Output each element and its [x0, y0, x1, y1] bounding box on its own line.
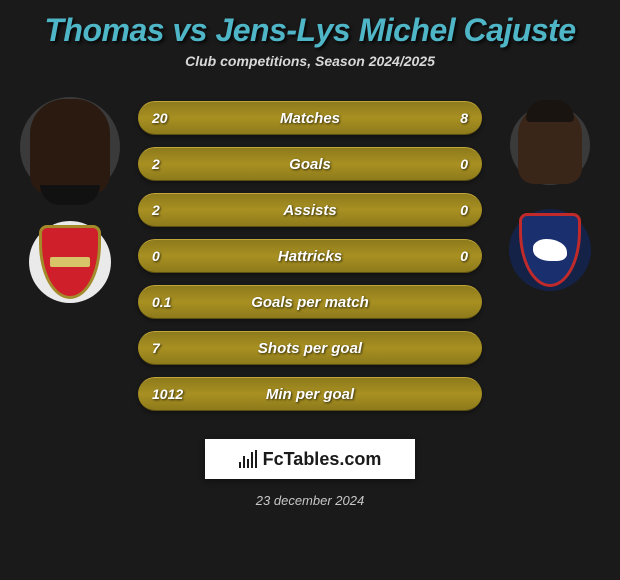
comparison-title: Thomas vs Jens-Lys Michel Cajuste	[0, 0, 620, 53]
player2-club-crest	[509, 209, 591, 291]
brand-badge: FcTables.com	[205, 439, 415, 479]
title-player1: Thomas	[44, 12, 164, 48]
stat-value-left: 7	[152, 340, 202, 356]
stat-value-left: 2	[152, 156, 202, 172]
stat-value-left: 0.1	[152, 294, 202, 310]
stat-pill: 7Shots per goal	[138, 331, 482, 365]
stat-pill: 20Matches8	[138, 101, 482, 135]
player2-avatar	[510, 105, 590, 185]
stat-label: Goals per match	[202, 294, 418, 311]
title-vs: vs	[172, 12, 207, 48]
brand-bars-icon	[239, 450, 257, 468]
stat-label: Hattricks	[202, 248, 418, 265]
stat-value-left: 0	[152, 248, 202, 264]
stat-label: Assists	[202, 202, 418, 219]
stat-label: Shots per goal	[202, 340, 418, 357]
stat-label: Goals	[202, 156, 418, 173]
stat-value-right: 0	[418, 248, 468, 264]
stat-value-right: 0	[418, 156, 468, 172]
stat-value-right: 8	[418, 110, 468, 126]
stat-pill: 2Goals0	[138, 147, 482, 181]
brand-text: FcTables.com	[263, 449, 382, 470]
stat-value-left: 2	[152, 202, 202, 218]
subtitle: Club competitions, Season 2024/2025	[0, 53, 620, 69]
stat-pill: 2Assists0	[138, 193, 482, 227]
title-player2: Jens-Lys Michel Cajuste	[215, 12, 575, 48]
stat-label: Matches	[202, 110, 418, 127]
right-side	[500, 97, 600, 291]
stat-pill: 0Hattricks0	[138, 239, 482, 273]
comparison-layout: 20Matches82Goals02Assists00Hattricks00.1…	[0, 97, 620, 411]
stat-label: Min per goal	[202, 386, 418, 403]
stat-pill: 0.1Goals per match	[138, 285, 482, 319]
date-text: 23 december 2024	[0, 493, 620, 508]
stat-pill-stack: 20Matches82Goals02Assists00Hattricks00.1…	[138, 97, 482, 411]
stat-value-right: 0	[418, 202, 468, 218]
player1-avatar	[20, 97, 120, 197]
stat-pill: 1012Min per goal	[138, 377, 482, 411]
stat-value-left: 20	[152, 110, 202, 126]
left-side	[20, 97, 120, 303]
stat-value-left: 1012	[152, 386, 202, 402]
player1-club-crest	[29, 221, 111, 303]
